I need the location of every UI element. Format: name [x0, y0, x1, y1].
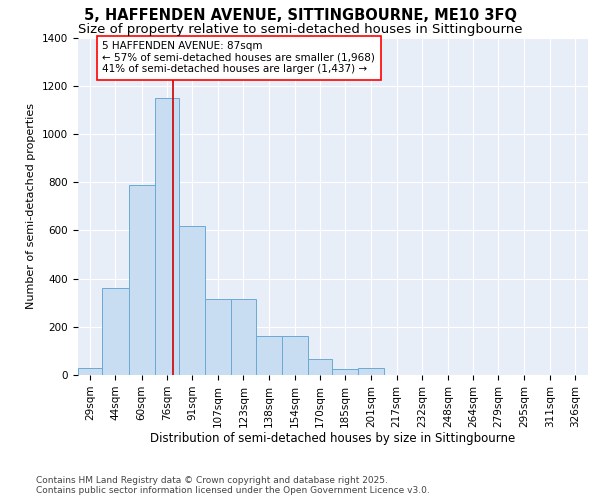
Y-axis label: Number of semi-detached properties: Number of semi-detached properties	[26, 104, 37, 309]
Bar	[78, 368, 103, 375]
Bar	[205, 299, 231, 375]
Bar	[256, 336, 281, 375]
Bar	[155, 98, 179, 375]
Bar	[231, 299, 256, 375]
Bar	[332, 369, 358, 375]
Text: Contains HM Land Registry data © Crown copyright and database right 2025.
Contai: Contains HM Land Registry data © Crown c…	[36, 476, 430, 495]
Text: Size of property relative to semi-detached houses in Sittingbourne: Size of property relative to semi-detach…	[78, 22, 522, 36]
Bar	[179, 226, 205, 375]
X-axis label: Distribution of semi-detached houses by size in Sittingbourne: Distribution of semi-detached houses by …	[151, 432, 515, 446]
Bar	[128, 184, 155, 375]
Bar	[358, 368, 385, 375]
Text: 5, HAFFENDEN AVENUE, SITTINGBOURNE, ME10 3FQ: 5, HAFFENDEN AVENUE, SITTINGBOURNE, ME10…	[83, 8, 517, 22]
Bar	[281, 336, 308, 375]
Bar	[308, 360, 332, 375]
Bar	[103, 288, 128, 375]
Text: 5 HAFFENDEN AVENUE: 87sqm
← 57% of semi-detached houses are smaller (1,968)
41% : 5 HAFFENDEN AVENUE: 87sqm ← 57% of semi-…	[103, 41, 376, 74]
